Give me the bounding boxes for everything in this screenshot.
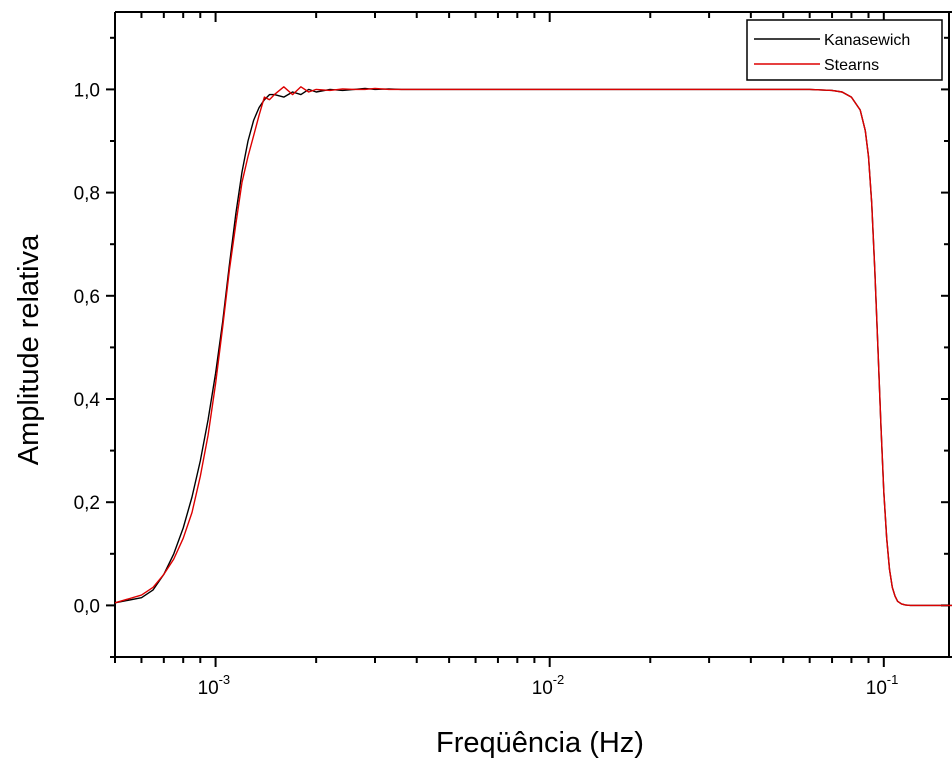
legend-label-stearns: Stearns bbox=[824, 57, 879, 74]
x-tick-label-exponent: -1 bbox=[887, 672, 899, 687]
y-tick-label: 0,0 bbox=[74, 596, 100, 617]
legend: Kanasewich Stearns bbox=[746, 19, 943, 81]
y-tick-label: 1,0 bbox=[74, 80, 100, 101]
legend-box bbox=[746, 19, 943, 81]
y-axis-title: Amplitude relativa bbox=[13, 234, 45, 465]
axes: 0,00,20,40,60,81,010 -3 10 -2 10 -1 bbox=[74, 11, 952, 699]
x-tick-label-exponent: -2 bbox=[553, 672, 565, 687]
x-tick-label-exponent: -3 bbox=[219, 672, 231, 687]
x-tick-label: 10 bbox=[866, 678, 887, 699]
series-line-stearns bbox=[114, 86, 952, 607]
y-tick-label: 0,2 bbox=[74, 493, 100, 514]
x-axis-title: Freqüência (Hz) bbox=[436, 727, 644, 759]
y-tick-label: 0,6 bbox=[74, 287, 100, 308]
y-tick-label: 0,8 bbox=[74, 184, 100, 205]
series-line-kanasewich bbox=[114, 87, 952, 607]
legend-label-kanasewich: Kanasewich bbox=[824, 32, 910, 49]
x-tick-label: 10 bbox=[198, 678, 219, 699]
y-tick-label: 0,4 bbox=[74, 390, 101, 411]
series-layer bbox=[114, 86, 952, 607]
x-tick-label: 10 bbox=[532, 678, 553, 699]
